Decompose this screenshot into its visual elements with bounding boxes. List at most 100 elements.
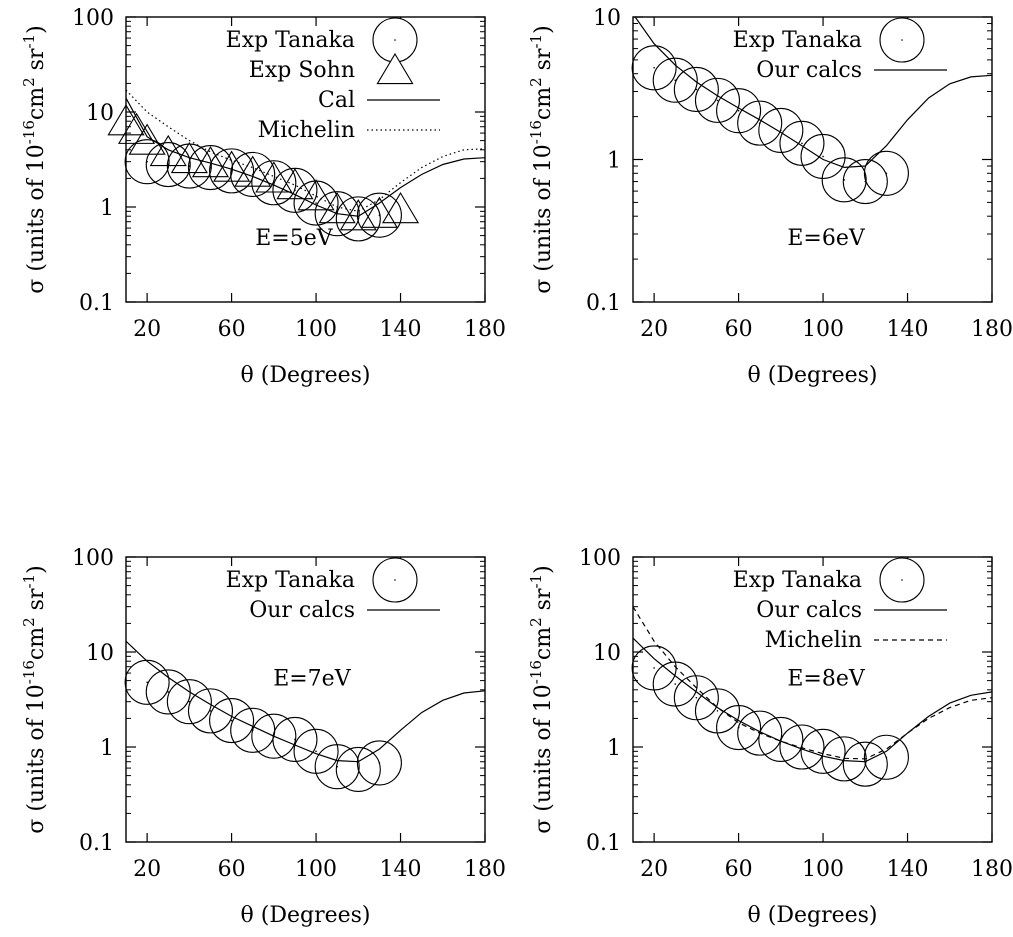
chart-3-series-exp-tanaka-point: [124, 659, 170, 705]
chart-4-series-exp-tanaka-point: [758, 716, 804, 763]
chart-2-series-exp-tanaka-point-center: [885, 172, 888, 175]
chart-1-y-tick-label: 10: [86, 101, 114, 126]
chart-4-legend-michelin-label: Michelin: [765, 628, 862, 653]
chart-1-y-tick-label: 0.1: [79, 291, 114, 316]
chart-4-plot-frame: [632, 556, 993, 843]
chart-1-series-exp-sohn-point: [276, 168, 314, 200]
chart-2-energy-label: E=6eV: [787, 226, 866, 251]
chart-1-legend: Exp Tanaka Exp Sohn Cal Michelin: [226, 17, 440, 143]
chart-1-series-exp-tanaka-point: [251, 160, 297, 206]
chart-4-legend-our-calcs-label: Our calcs: [756, 598, 862, 623]
chart-3-y-axis-label: σ (units of 10-16cm2 sr-1): [20, 565, 49, 833]
chart-2-series-exp-tanaka-point-center: [716, 99, 719, 102]
chart-3-series-exp-tanaka-point: [187, 688, 234, 734]
chart-1-legend-exp-sohn-label: Exp Sohn: [249, 58, 355, 83]
chart-2-series-exp-tanaka-point: [673, 66, 719, 113]
chart-2-x-tick-label: 140: [887, 317, 929, 342]
chart-1-series-cal-line: [126, 97, 485, 217]
chart-2-series-exp-tanaka-point: [716, 88, 762, 134]
chart-3-y-tick-label: 1: [100, 736, 114, 761]
chart-4-legend: Exp Tanaka Our calcs Michelin: [733, 557, 947, 653]
chart-4-series-exp-tanaka-point: [821, 736, 867, 782]
chart-1-y-tick-label: 100: [72, 6, 114, 31]
chart-1-legend-exp-tanaka-label: Exp Tanaka: [226, 28, 355, 53]
chart-4-series-exp-tanaka-point-center: [653, 667, 655, 669]
chart-2-x-tick-label: 180: [971, 317, 1013, 342]
chart-3-series-exp-tanaka-point-center: [209, 710, 212, 712]
chart-3-x-tick-label: 60: [218, 857, 246, 882]
chart-3-legend-our-calcs-label: Our calcs: [249, 598, 355, 623]
chart-1-energy-label: E=5eV: [255, 226, 334, 251]
chart-3-series-exp-tanaka-point: [209, 697, 255, 744]
chart-4-y-tick-label: 1: [607, 736, 621, 761]
chart-2: 20 60 100 140 180 0.1 1 10 θ (Degrees) σ (units o…: [527, 6, 1013, 388]
chart-1-legend-exp-tanaka-symbol-center: [394, 39, 396, 41]
chart-3-legend: Exp Tanaka Our calcs: [226, 557, 440, 623]
chart-3-x-tick-label: 140: [380, 857, 422, 882]
chart-1-series-exp-tanaka-point: [356, 192, 402, 238]
chart-4-series-exp-tanaka-point: [800, 728, 846, 774]
chart-4-series-exp-tanaka-point: [863, 734, 909, 780]
chart-2-series-exp-tanaka-point-center: [695, 88, 698, 91]
chart-4-series-exp-tanaka-point-center: [674, 683, 677, 685]
chart-4-series-our-calcs-line: [633, 637, 992, 763]
chart-1: 20 60 100 140 180 0.1 1 10 100 θ (Degrees) σ (unit…: [20, 6, 506, 388]
chart-4-energy-label: E=8eV: [787, 666, 866, 691]
chart-1-series-exp-tanaka-point-center: [378, 214, 381, 216]
chart-4-series-exp-tanaka-point-center: [695, 696, 698, 699]
chart-1-x-tick-label: 100: [295, 317, 337, 342]
chart-4-y-axis-label: σ (units of 10-16cm2 sr-1): [527, 565, 556, 833]
chart-3-legend-exp-tanaka-label: Exp Tanaka: [226, 568, 355, 593]
chart-2-legend-exp-tanaka-label: Exp Tanaka: [733, 28, 862, 53]
chart-1-legend-exp-sohn-symbol: [376, 52, 414, 85]
chart-2-series-exp-tanaka-point: [842, 159, 888, 205]
chart-1-plot-frame: [125, 16, 486, 303]
chart-2-y-tick-label: 10: [593, 6, 621, 31]
chart-2-series-exp-tanaka-point: [758, 107, 804, 153]
chart-3-series-exp-tanaka-point-center: [146, 681, 148, 684]
chart-4-series-michelin-line: [633, 606, 992, 760]
chart-2-y-tick-label: 1: [607, 149, 621, 174]
chart-1-series-exp-sohn-point: [213, 150, 251, 182]
chart-2-series-exp-tanaka-point-center: [780, 129, 782, 132]
chart-4-y-tick-label: 10: [593, 641, 621, 666]
chart-1-series-exp-tanaka-point: [124, 139, 170, 185]
chart-2-series-exp-tanaka-point: [863, 150, 909, 196]
chart-1-series-exp-sohn-point: [234, 155, 272, 187]
chart-2-series-exp-tanaka-point-center: [737, 109, 740, 112]
chart-3-series-our-calcs-line: [126, 640, 485, 763]
chart-4-series-exp-tanaka-point: [652, 661, 698, 707]
chart-3-x-axis-label: θ (Degrees): [241, 903, 371, 928]
chart-1-series-exp-sohn-point: [381, 192, 420, 224]
chart-2-y-axis-label: σ (units of 10-16cm2 sr-1): [527, 25, 556, 293]
chart-3-plot-frame: [125, 556, 486, 843]
chart-3: 20 60 100 140 180 0.1 1 10 100 θ (Degrees) σ (unit…: [20, 546, 506, 928]
chart-4-x-tick-label: 60: [725, 857, 753, 882]
chart-4-x-tick-label: 20: [640, 857, 668, 882]
chart-3-series-exp-tanaka-point: [145, 669, 191, 715]
chart-4-x-tick-label: 140: [887, 857, 929, 882]
chart-1-y-axis-label: σ (units of 10-16cm2 sr-1): [20, 25, 49, 293]
chart-1-series-exp-sohn-point: [339, 199, 377, 231]
chart-2-series-exp-tanaka-point: [694, 77, 741, 123]
chart-1-x-tick-label: 20: [133, 317, 161, 342]
chart-1-x-axis-label: θ (Degrees): [241, 363, 371, 388]
chart-1-series-exp-tanaka-point: [209, 148, 255, 194]
chart-1-plot-area: [126, 89, 485, 217]
chart-1-y-tick-label: 1: [100, 196, 114, 221]
chart-1-series-exp-sohn-point: [149, 134, 187, 167]
chart-4-series-exp-tanaka-point: [737, 710, 783, 756]
chart-2-series-exp-tanaka-point: [821, 157, 867, 203]
chart-3-series-exp-tanaka-point: [251, 713, 297, 759]
chart-2-legend-our-calcs-label: Our calcs: [756, 58, 862, 83]
chart-4-x-axis-label: θ (Degrees): [748, 903, 878, 928]
chart-4-plot-area: [633, 606, 992, 763]
chart-1-series-exp-sohn-point: [255, 161, 293, 193]
chart-2-x-tick-label: 100: [802, 317, 844, 342]
chart-1-series-exp-tanaka-point: [335, 196, 381, 242]
chart-2-series-exp-tanaka-point-center: [801, 142, 803, 145]
chart-1-series-exp-sohn-point: [297, 179, 335, 211]
chart-1-legend-cal-label: Cal: [318, 88, 355, 113]
